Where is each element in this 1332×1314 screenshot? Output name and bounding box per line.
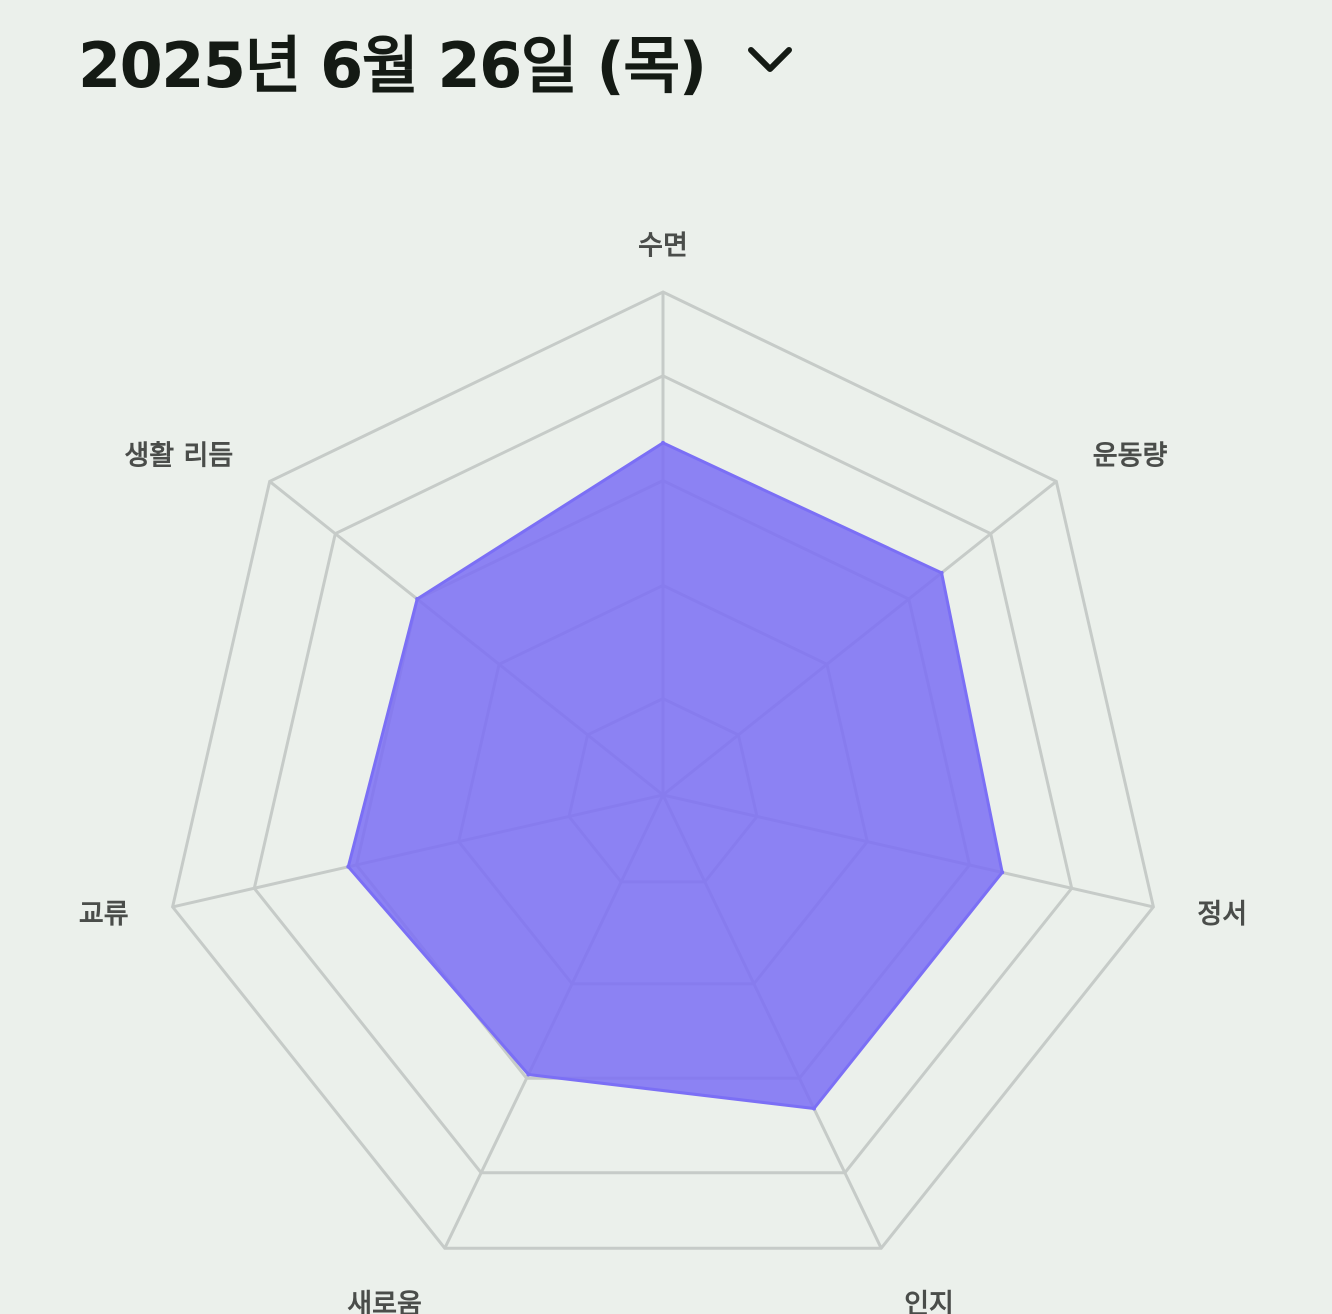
axis-label-5: 새로움 bbox=[347, 1289, 422, 1314]
data-point-1 bbox=[661, 441, 665, 445]
axis-label-1: 수면 bbox=[638, 231, 688, 262]
axis-label-4: 인지 bbox=[904, 1289, 954, 1314]
radar-series bbox=[346, 441, 1004, 1111]
data-point-7 bbox=[415, 597, 419, 601]
axis-label-3: 정서 bbox=[1197, 899, 1247, 930]
data-point-4 bbox=[812, 1107, 816, 1111]
data-point-6 bbox=[346, 865, 350, 869]
data-point-5 bbox=[526, 1073, 530, 1077]
axis-label-2: 운동량 bbox=[1093, 441, 1168, 472]
data-point-2 bbox=[940, 571, 944, 575]
series-area-1 bbox=[348, 443, 1002, 1109]
data-point-3 bbox=[1000, 870, 1004, 874]
axis-label-7: 생활 리듬 bbox=[124, 441, 233, 472]
axis-label-6: 교류 bbox=[79, 899, 129, 930]
